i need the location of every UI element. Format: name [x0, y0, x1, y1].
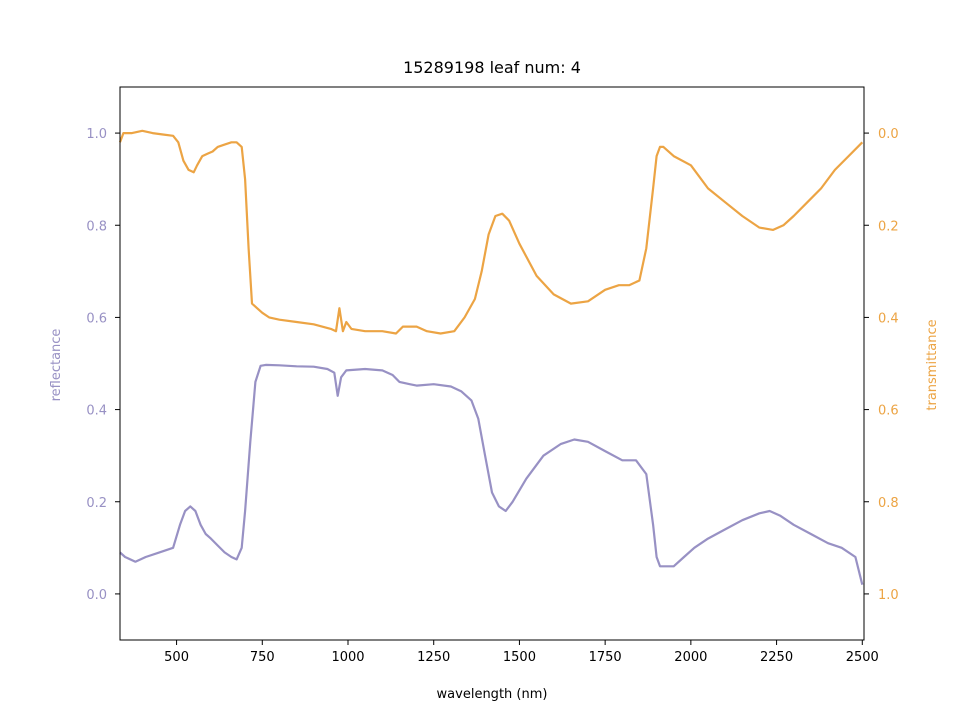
left-y-tick-label: 0.6	[86, 311, 107, 326]
chart-title: 15289198 leaf num: 4	[403, 58, 581, 77]
right-y-axis-label: transmittance	[925, 319, 940, 410]
right-y-tick-label: 0.6	[878, 404, 899, 419]
x-axis: 500 750 1000 1250 1500 1750 2000 2250 2500	[164, 640, 879, 665]
plot-lines	[118, 129, 864, 585]
right-y-tick-label: 0.8	[878, 496, 899, 511]
x-tick-label: 2500	[846, 650, 879, 665]
right-y-tick-label: 1.0	[878, 588, 899, 603]
left-y-tick-label: 1.0	[86, 127, 107, 142]
right-y-tick-label: 0.0	[878, 127, 899, 142]
x-tick-label: 750	[250, 650, 275, 665]
x-tick-label: 500	[164, 650, 189, 665]
reflectance-line	[119, 363, 864, 585]
plot-frame	[119, 86, 865, 641]
transmittance-line	[118, 129, 864, 335]
left-y-tick-label: 0.2	[86, 496, 107, 511]
right-y-tick-label: 0.2	[878, 219, 899, 234]
right-y-tick-label: 0.4	[878, 311, 899, 326]
left-y-tick-label: 0.8	[86, 219, 107, 234]
left-y-axis: 0.0 0.2 0.4 0.6 0.8 1.0	[86, 127, 120, 603]
left-y-axis-label: reflectance	[49, 329, 64, 402]
x-tick-label: 1250	[417, 650, 450, 665]
x-tick-label: 1750	[589, 650, 622, 665]
x-tick-label: 1000	[331, 650, 364, 665]
x-tick-label: 2250	[760, 650, 793, 665]
x-tick-label: 2000	[674, 650, 707, 665]
left-y-tick-label: 0.0	[86, 588, 107, 603]
left-y-tick-label: 0.4	[86, 404, 107, 419]
x-tick-label: 1500	[503, 650, 536, 665]
x-axis-label: wavelength (nm)	[437, 687, 548, 702]
right-y-axis: 0.0 0.2 0.4 0.6 0.8 1.0	[864, 127, 899, 603]
